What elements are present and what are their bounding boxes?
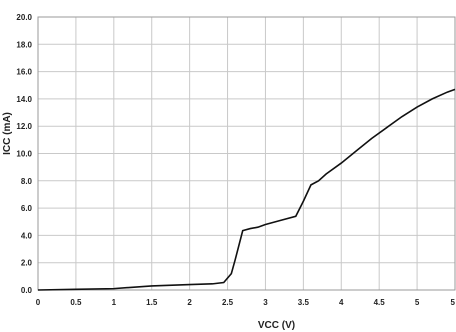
x-tick-label: 2 xyxy=(187,298,192,307)
x-tick-label: 2.5 xyxy=(222,298,234,307)
series-line-icc xyxy=(37,88,456,291)
y-tick-label: 0.0 xyxy=(21,286,33,295)
y-axis-ticks: 0.0 2.0 4.0 6.0 8.0 10.0 12.0 14.0 16.0 18.0 20.0 xyxy=(16,13,32,295)
x-tick-label: 3.5 xyxy=(298,298,310,307)
x-tick-label: 5 xyxy=(415,298,420,307)
y-tick-label: 14.0 xyxy=(16,95,32,104)
y-tick-label: 18.0 xyxy=(16,40,32,49)
plot-frame xyxy=(37,16,456,291)
x-axis-ticks: 0 0.5 1 1.5 2 2.5 3 3.5 4 4.5 5 5 xyxy=(36,298,456,307)
y-tick-label: 6.0 xyxy=(21,204,33,213)
gridlines xyxy=(38,16,455,291)
x-tick-label: 1.5 xyxy=(146,298,158,307)
x-tick-label: 1 xyxy=(112,298,117,307)
x-tick-label: 4.5 xyxy=(374,298,386,307)
x-tick-label: 0.5 xyxy=(70,298,82,307)
y-tick-label: 20.0 xyxy=(16,13,32,22)
y-tick-label: 16.0 xyxy=(16,68,32,77)
y-tick-label: 2.0 xyxy=(21,259,33,268)
x-tick-label: 4 xyxy=(339,298,344,307)
y-axis-label: ICC (mA) xyxy=(2,112,13,155)
y-tick-label: 4.0 xyxy=(21,231,33,240)
x-tick-label: 3 xyxy=(263,298,268,307)
x-axis-label: VCC (V) xyxy=(258,320,295,331)
y-tick-label: 10.0 xyxy=(16,150,32,159)
x-tick-label: 5 xyxy=(451,298,456,307)
y-tick-label: 12.0 xyxy=(16,122,32,131)
x-tick-label: 0 xyxy=(36,298,41,307)
y-tick-label: 8.0 xyxy=(21,177,33,186)
